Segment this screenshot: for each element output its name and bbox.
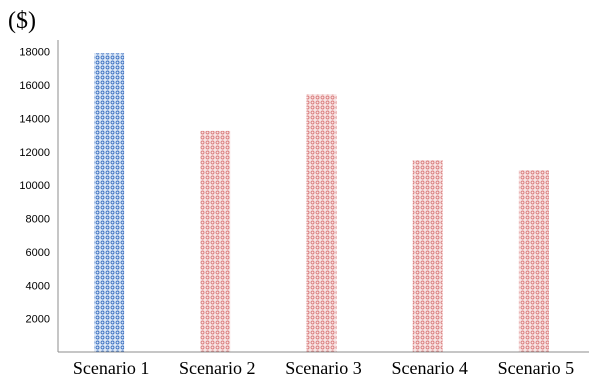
y-tick-label: 14000 <box>19 113 50 125</box>
y-axis-ticks: 2000 4000 6000 8000 10000 12000 14000 16000 1800… <box>19 47 50 326</box>
x-tick-label: Scenario 4 <box>391 358 467 378</box>
x-tick-label: Scenario 3 <box>285 358 361 378</box>
y-tick-label: 6000 <box>26 247 50 259</box>
bars <box>94 53 549 352</box>
y-tick-label: 16000 <box>19 80 50 92</box>
y-tick-label: 12000 <box>19 147 50 159</box>
y-tick-label: 18000 <box>19 47 50 59</box>
y-tick-label: 10000 <box>19 180 50 192</box>
bar-4 <box>412 160 443 352</box>
bar-3 <box>306 94 337 352</box>
y-tick-label: 4000 <box>26 280 50 292</box>
bar-5 <box>518 170 549 352</box>
bar-2 <box>200 130 231 352</box>
y-tick-label: 8000 <box>26 214 50 226</box>
bar-1 <box>94 53 125 352</box>
y-tick-label: 2000 <box>26 314 50 326</box>
x-tick-label: Scenario 5 <box>498 358 574 378</box>
x-tick-label: Scenario 1 <box>73 358 149 378</box>
x-tick-label: Scenario 2 <box>179 358 255 378</box>
x-axis-labels: Scenario 1 Scenario 2 Scenario 3 Scenario 4… <box>73 358 574 378</box>
y-unit-label: ($) <box>8 8 36 34</box>
